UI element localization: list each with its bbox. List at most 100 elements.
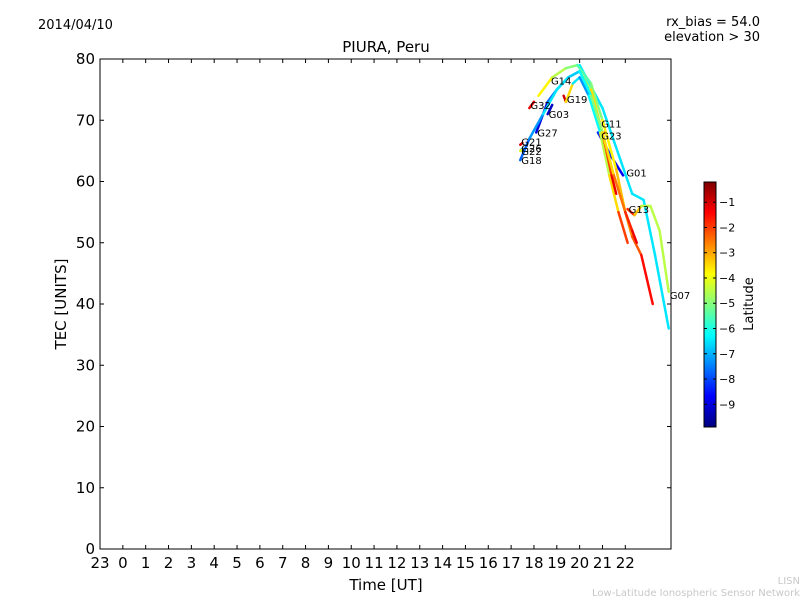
satellite-label-g32: G32 xyxy=(530,101,550,112)
chart-parameters: rx_bias = 54.0 elevation > 30 xyxy=(664,15,760,45)
x-tick-label: 4 xyxy=(209,554,219,572)
colorbar-tick-label: −7 xyxy=(719,348,735,361)
series-segment xyxy=(587,94,602,134)
satellite-label-g23: G23 xyxy=(601,132,621,143)
colorbar-tick-label: −2 xyxy=(719,221,735,234)
satellite-label-g07: G07 xyxy=(670,291,690,302)
plot-frame xyxy=(99,58,672,550)
x-tick-label: 19 xyxy=(547,554,566,572)
x-tick-label: 3 xyxy=(187,554,197,572)
x-tick-label: 12 xyxy=(387,554,406,572)
series-segment xyxy=(630,192,645,202)
satellite-label-g13: G13 xyxy=(629,205,649,216)
x-tick-label: 13 xyxy=(410,554,429,572)
satellite-label-g22: G22 xyxy=(521,147,541,158)
satellite-label-g21: G21 xyxy=(521,138,541,149)
x-tick-label: 22 xyxy=(616,554,635,572)
x-tick-label: 23 xyxy=(90,554,109,572)
satellite-label-g27: G27 xyxy=(537,129,557,140)
x-tick-label: 11 xyxy=(365,554,384,572)
series-segment xyxy=(541,88,559,116)
y-tick-label: 40 xyxy=(76,295,95,313)
series-segment xyxy=(555,76,570,91)
colorbar-tick-label: −9 xyxy=(719,398,735,411)
observation-date: 2014/04/10 xyxy=(38,18,113,33)
x-tick-label: 16 xyxy=(479,554,498,572)
x-tick-label: 1 xyxy=(141,554,151,572)
chart-title: PIURA, Peru xyxy=(342,38,429,56)
satellite-label-g03: G03 xyxy=(549,110,569,121)
colorbar-tick-label: −4 xyxy=(719,272,735,285)
series-segment xyxy=(642,198,657,257)
series-segment xyxy=(578,70,593,97)
y-tick-label: 20 xyxy=(76,418,95,436)
x-tick-label: 9 xyxy=(324,554,334,572)
x-axis-label: Time [UT] xyxy=(348,576,422,594)
series-layer xyxy=(519,63,670,330)
colorbar-label: Latitude xyxy=(742,277,757,331)
y-tick-label: 70 xyxy=(76,111,95,129)
series-segment xyxy=(626,207,636,217)
elevation-text: elevation > 30 xyxy=(664,30,760,45)
x-tick-label: 10 xyxy=(342,554,361,572)
satellite-label-g18: G18 xyxy=(521,156,541,167)
colorbar-tick-label: −8 xyxy=(719,373,735,386)
satellite-label-g26: G26 xyxy=(521,144,541,155)
series-g21 xyxy=(519,141,524,146)
series-segment xyxy=(564,82,575,104)
x-tick-label: 5 xyxy=(232,554,242,572)
series-segment xyxy=(576,63,593,85)
satellite-label-g19: G19 xyxy=(567,95,587,106)
colorbar-tick-label: −1 xyxy=(719,196,735,209)
series-segment xyxy=(630,229,638,244)
series-segment xyxy=(589,82,604,122)
series-segment xyxy=(610,174,618,195)
series-segment xyxy=(519,141,524,146)
colorbar-tick-label: −5 xyxy=(719,297,735,310)
series-segment xyxy=(601,131,616,177)
x-tick-label: 14 xyxy=(433,554,452,572)
satellite-label-g01: G01 xyxy=(626,168,646,179)
x-tick-label: 17 xyxy=(502,554,521,572)
series-segment xyxy=(653,253,670,330)
series-segment xyxy=(633,204,643,217)
y-axis: 0 10 20 30 40 50 60 70 80 xyxy=(76,50,671,558)
series-g18 xyxy=(519,70,638,244)
series-segment xyxy=(528,112,545,140)
series-segment xyxy=(624,210,634,232)
network-credit: LISN Low-Latitude Ionospheric Sensor Net… xyxy=(592,576,800,600)
series-segment xyxy=(528,100,536,110)
x-tick-label: 21 xyxy=(593,554,612,572)
series-segment xyxy=(630,235,643,257)
series-g03 xyxy=(546,103,554,116)
x-axis: 23 0 1 2 3 4 5 6 7 8 9 10 11 12 13 14 15 16 17 18 19 20 21 22 xyxy=(90,59,635,572)
series-segment xyxy=(598,131,611,177)
rx-bias-text: rx_bias = 54.0 xyxy=(666,15,760,30)
series-segment xyxy=(571,76,581,85)
latitude-colorbar: −1 −2 −3 −4 −5 −6 −7 −8 −9 xyxy=(703,181,735,428)
x-tick-label: 2 xyxy=(164,554,174,572)
series-segment xyxy=(589,94,604,134)
series-segment xyxy=(601,119,618,171)
series-segment xyxy=(608,174,620,214)
y-tick-label: 30 xyxy=(76,356,95,374)
series-segment xyxy=(564,63,579,70)
colorbar-bar xyxy=(703,181,717,428)
x-tick-label: 20 xyxy=(570,554,589,572)
series-segment xyxy=(550,66,568,79)
series-g32 xyxy=(528,100,536,110)
series-segment xyxy=(649,204,661,232)
series-segment xyxy=(640,253,654,306)
y-tick-label: 0 xyxy=(85,540,95,558)
colorbar-tick-label: −3 xyxy=(719,247,735,260)
colorbar-tick-label: −6 xyxy=(719,322,735,335)
y-tick-label: 60 xyxy=(76,173,95,191)
series-segment xyxy=(601,106,634,195)
series-g07 xyxy=(578,63,670,330)
x-tick-label: 8 xyxy=(301,554,311,572)
series-segment xyxy=(537,76,554,97)
series-segment xyxy=(578,76,591,97)
series-g22 xyxy=(519,148,524,153)
series-segment xyxy=(546,103,554,116)
